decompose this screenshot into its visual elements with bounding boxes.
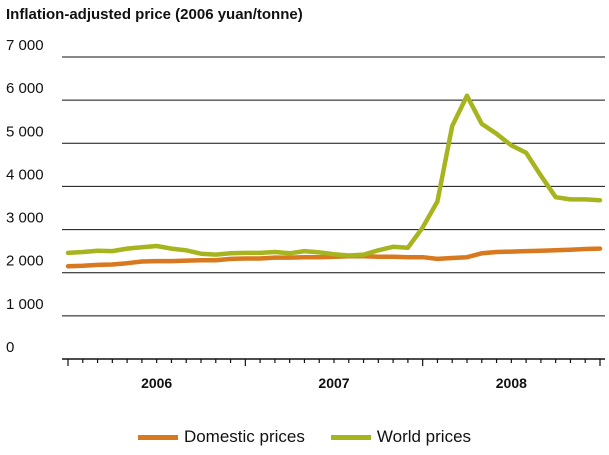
x-tick-label: 2006	[141, 375, 172, 391]
legend-item-domestic: Domestic prices	[137, 427, 305, 447]
y-tick-label: 4 000	[6, 166, 44, 183]
x-tick-label: 2008	[496, 375, 527, 391]
legend-swatch-domestic	[137, 434, 178, 440]
x-tick-label: 2007	[318, 375, 349, 391]
legend-item-world: World prices	[330, 427, 472, 447]
legend-label-world: World prices	[376, 427, 472, 446]
y-tick-label: 0	[6, 339, 14, 356]
y-tick-label: 1 000	[6, 296, 44, 313]
series-line-domestic	[65, 246, 603, 269]
y-tick-label: 3 000	[6, 210, 44, 227]
y-tick-label: 2 000	[6, 253, 44, 270]
legend: Domestic prices World prices	[0, 427, 609, 447]
legend-label-domestic: Domestic prices	[183, 427, 305, 446]
series-line-world	[65, 93, 603, 258]
y-tick-label: 5 000	[6, 123, 44, 140]
legend-swatch-world	[330, 434, 371, 440]
y-tick-label: 7 000	[6, 37, 44, 54]
y-tick-label: 6 000	[6, 80, 44, 97]
chart-title: Inflation-adjusted price (2006 yuan/tonn…	[6, 6, 303, 23]
